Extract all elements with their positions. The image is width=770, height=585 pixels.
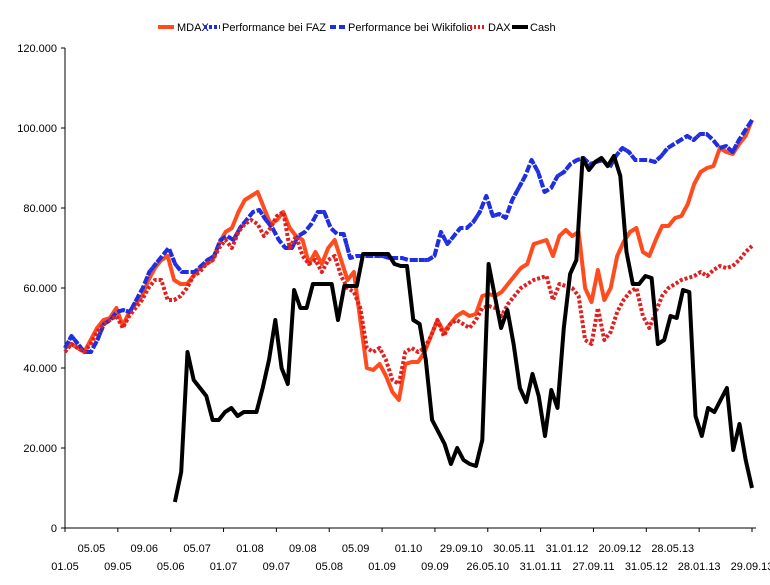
series-line-cash <box>172 154 754 503</box>
x-tick-label: 29.09.13 <box>731 561 770 573</box>
series-line-mdax <box>63 119 754 402</box>
legend-label-dax: DAX <box>488 22 511 34</box>
legend: MDAX Performance bei FAZ Performance bei… <box>158 22 556 34</box>
y-tick-label: 100.000 <box>17 123 57 135</box>
x-tick-label: 01.08 <box>236 543 264 555</box>
y-tick-label: 40.000 <box>23 363 57 375</box>
x-tick-label: 28.01.13 <box>678 561 721 573</box>
x-tick-label: 30.05.11 <box>493 543 535 555</box>
y-tick-label: 120.000 <box>17 43 57 55</box>
series-line-dax <box>63 210 754 386</box>
x-tick-label: 31.05.12 <box>625 561 668 573</box>
x-tick-label: 01.10 <box>395 543 423 555</box>
x-tick-label: 01.09 <box>368 561 396 573</box>
x-tick-label: 31.01.12 <box>546 543 589 555</box>
y-tick-label: 20.000 <box>23 443 57 455</box>
x-tick-label: 29.09.10 <box>440 543 483 555</box>
series-line-performance-bei-wikifolio <box>63 118 754 354</box>
x-tick-label: 28.05.13 <box>651 543 694 555</box>
y-tick-label: 60.000 <box>23 283 57 295</box>
x-tick-label: 09.06 <box>131 543 159 555</box>
x-axis-tick-labels: 01.05 09.05 05.06 01.07 09.07 05.08 01.09 09.09… <box>51 543 770 573</box>
x-tick-label: 26.05.10 <box>466 561 509 573</box>
x-tick-label: 09.09 <box>421 561 449 573</box>
x-tick-label: 01.05 <box>51 561 79 573</box>
x-tick-label: 09.07 <box>263 561 291 573</box>
legend-label-faz: Performance bei FAZ <box>222 22 326 34</box>
y-tick-label: 0 <box>51 523 57 535</box>
series-lines <box>63 118 754 503</box>
x-tick-label: 05.08 <box>315 561 343 573</box>
x-tick-label: 09.08 <box>289 543 317 555</box>
x-tick-label: 31.01.11 <box>520 561 562 573</box>
x-tick-label: 20.09.12 <box>598 543 641 555</box>
x-tick-label: 05.07 <box>183 543 211 555</box>
axes <box>61 47 756 532</box>
x-tick-label: 05.05 <box>78 543 106 555</box>
x-tick-label: 05.09 <box>342 543 370 555</box>
legend-label-mdax: MDAX <box>177 22 209 34</box>
legend-label-cash: Cash <box>530 22 556 34</box>
x-tick-label: 05.06 <box>157 561 185 573</box>
x-tick-label: 09.05 <box>104 561 132 573</box>
x-tick-label: 27.09.11 <box>572 561 614 573</box>
series-line-performance-bei-faz <box>63 118 754 354</box>
x-tick-label: 01.07 <box>210 561 238 573</box>
y-axis-tick-labels: 0 20.000 40.000 60.000 80.000 100.000 120.000 <box>17 43 57 535</box>
y-tick-label: 80.000 <box>23 203 57 215</box>
legend-label-wikifolio: Performance bei Wikifolio <box>348 22 473 34</box>
